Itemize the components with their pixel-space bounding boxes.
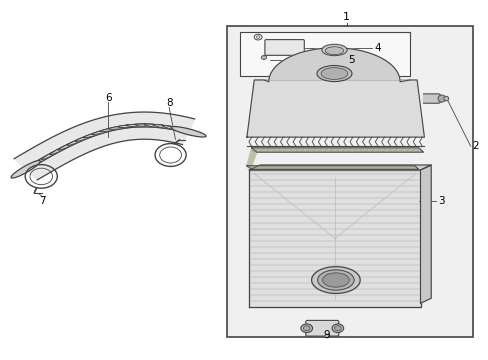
Ellipse shape: [135, 124, 173, 128]
Ellipse shape: [325, 47, 343, 55]
Text: 8: 8: [165, 98, 172, 108]
Ellipse shape: [321, 44, 346, 56]
Ellipse shape: [67, 131, 101, 145]
Text: 7: 7: [40, 197, 46, 206]
Ellipse shape: [153, 125, 190, 132]
Ellipse shape: [317, 270, 353, 290]
Ellipse shape: [83, 127, 119, 138]
Text: 5: 5: [347, 55, 354, 65]
Ellipse shape: [58, 135, 91, 150]
Polygon shape: [423, 94, 444, 103]
Ellipse shape: [171, 127, 205, 137]
Polygon shape: [246, 148, 256, 166]
Ellipse shape: [41, 143, 73, 160]
Ellipse shape: [126, 124, 164, 127]
Ellipse shape: [311, 267, 360, 293]
Ellipse shape: [334, 326, 341, 331]
Text: 1: 1: [343, 13, 349, 22]
Ellipse shape: [322, 273, 348, 287]
FancyBboxPatch shape: [264, 40, 304, 55]
Ellipse shape: [316, 66, 351, 82]
FancyBboxPatch shape: [305, 320, 338, 336]
Ellipse shape: [24, 152, 55, 170]
Ellipse shape: [92, 125, 128, 135]
Ellipse shape: [324, 334, 329, 338]
Ellipse shape: [16, 157, 46, 175]
Text: 4: 4: [374, 43, 381, 53]
Polygon shape: [249, 170, 420, 307]
Ellipse shape: [331, 324, 343, 333]
Bar: [239, 32, 409, 76]
Ellipse shape: [75, 129, 110, 141]
Polygon shape: [246, 166, 418, 169]
Ellipse shape: [33, 147, 64, 165]
Ellipse shape: [269, 47, 275, 54]
Ellipse shape: [443, 96, 448, 101]
Ellipse shape: [100, 124, 138, 132]
Ellipse shape: [321, 68, 347, 80]
Ellipse shape: [303, 326, 309, 331]
Polygon shape: [251, 148, 423, 152]
Text: 3: 3: [437, 197, 444, 206]
Bar: [227, 26, 472, 337]
Ellipse shape: [162, 126, 199, 134]
Ellipse shape: [437, 95, 445, 102]
Ellipse shape: [50, 139, 82, 155]
Ellipse shape: [108, 124, 146, 129]
Text: 2: 2: [471, 141, 478, 151]
Ellipse shape: [117, 124, 156, 127]
Polygon shape: [14, 112, 194, 180]
Text: 9: 9: [323, 330, 330, 341]
Polygon shape: [420, 165, 430, 303]
Ellipse shape: [300, 324, 312, 333]
Polygon shape: [249, 165, 430, 170]
Ellipse shape: [11, 161, 40, 178]
Polygon shape: [264, 48, 409, 82]
Polygon shape: [246, 80, 424, 137]
Text: 6: 6: [105, 93, 111, 103]
Ellipse shape: [143, 124, 182, 130]
